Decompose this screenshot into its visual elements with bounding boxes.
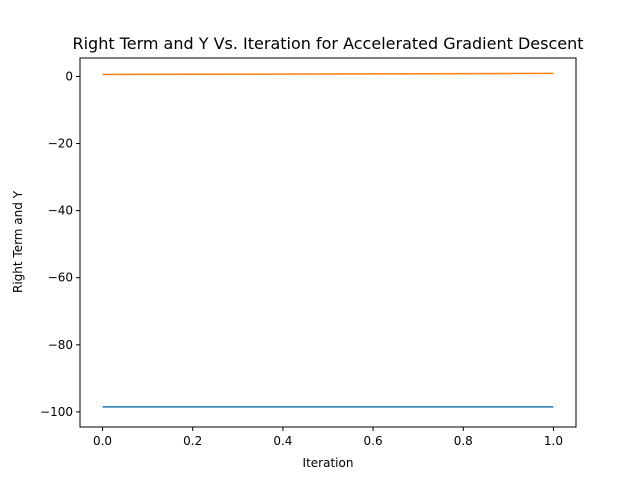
x-tick-label: 1.0: [544, 434, 563, 448]
series-line-2: [102, 72, 554, 76]
y-tick-label: −80: [48, 338, 73, 352]
x-tick-label: 0.8: [454, 434, 473, 448]
x-tick-label: 0.4: [273, 434, 292, 448]
series-layer: [102, 72, 554, 408]
x-axis-label: Iteration: [303, 456, 354, 470]
y-axis-ticks: 0 −20 −40 −60 −80 −100: [40, 69, 80, 419]
y-tick-label: −20: [48, 137, 73, 151]
x-axis-ticks: 0.0 0.2 0.4 0.6 0.8 1.0: [93, 427, 563, 448]
y-tick-label: −100: [40, 405, 73, 419]
y-tick-label: −60: [48, 271, 73, 285]
plot-frame: [79, 57, 577, 428]
y-axis-label: Right Term and Y: [11, 190, 25, 293]
x-tick-label: 0.6: [364, 434, 383, 448]
y-tick-label: 0: [65, 69, 73, 83]
y-tick-label: −40: [48, 204, 73, 218]
chart-title: Right Term and Y Vs. Iteration for Accel…: [72, 34, 583, 53]
x-tick-label: 0.2: [183, 434, 202, 448]
x-tick-label: 0.0: [93, 434, 112, 448]
